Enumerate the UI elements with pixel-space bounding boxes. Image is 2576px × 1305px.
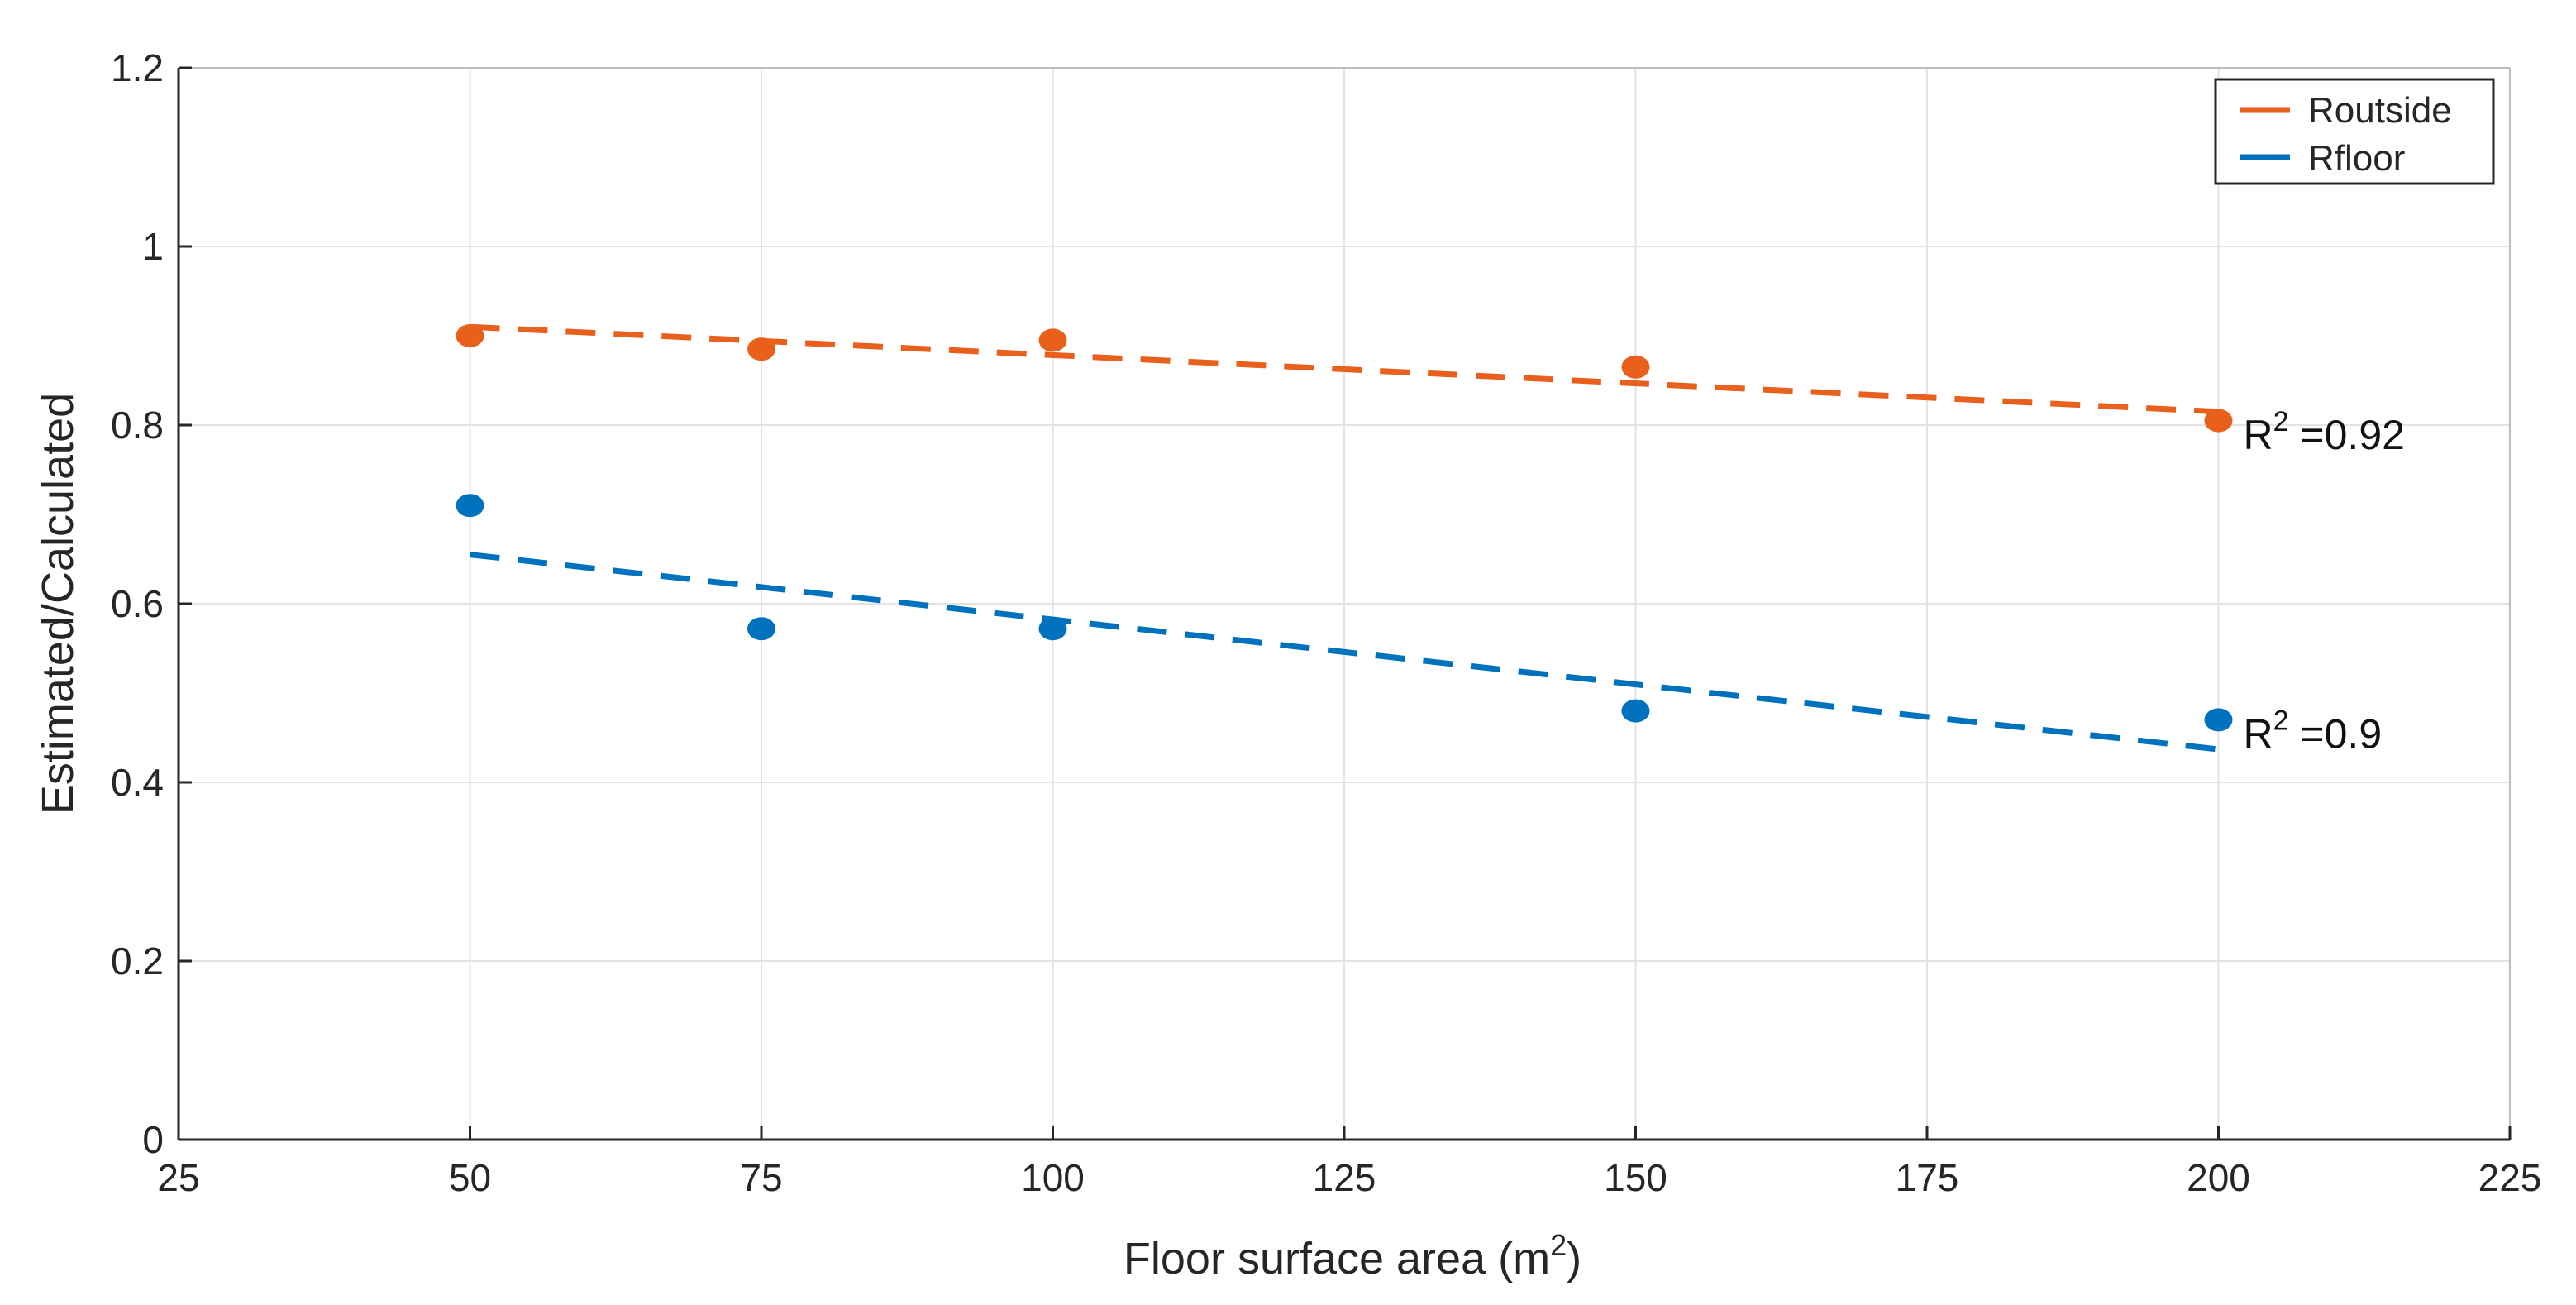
- data-point-routside: [1621, 355, 1650, 379]
- x-tick-label: 25: [157, 1156, 199, 1199]
- x-axis-label-superscript: 2: [1550, 1228, 1567, 1262]
- legend-label-rfloor: Rfloor: [2308, 138, 2405, 179]
- y-tick-label: 1.2: [111, 46, 164, 89]
- y-tick-label: 0.8: [111, 404, 164, 447]
- y-tick-label: 0: [142, 1118, 164, 1161]
- tick-labels: 25 50 75 100 125 150 175 200 225 0 0.2 0.4 0.6 0.8 1 1.…: [111, 46, 2541, 1199]
- x-axis-label-suffix: ): [1567, 1234, 1581, 1283]
- x-tick-label: 75: [740, 1156, 782, 1199]
- data-point-rfloor: [1621, 699, 1650, 723]
- r-squared-value: =0.9: [2289, 711, 2383, 758]
- x-tick-label: 100: [1021, 1156, 1085, 1199]
- y-tick-label: 0.4: [111, 761, 164, 804]
- trend-line-rfloor: [470, 552, 2219, 753]
- x-tick-label: 175: [1896, 1156, 1959, 1199]
- x-tick-label: 50: [449, 1156, 491, 1199]
- y-tick-label: 0.2: [111, 939, 164, 982]
- data-point-routside: [747, 337, 775, 361]
- r-squared-label-routside: R2 =0.92: [2244, 406, 2405, 458]
- data-point-rfloor: [456, 494, 484, 518]
- x-axis-label: Floor surface area (m2): [1123, 1228, 1581, 1283]
- y-tick-label: 0.6: [111, 582, 164, 625]
- axes: [177, 66, 2512, 1141]
- y-axis-label: Estimated/Calculated: [33, 393, 83, 815]
- data-point-rfloor: [747, 617, 775, 641]
- x-tick-label: 125: [1313, 1156, 1376, 1199]
- r-squared-label-rfloor: R2 =0.9: [2244, 705, 2383, 758]
- legend-label-routside: Routside: [2308, 90, 2452, 131]
- x-tick-label: 225: [2478, 1156, 2542, 1199]
- r-squared-superscript: 2: [2273, 406, 2289, 437]
- r-squared-value: =0.92: [2289, 412, 2405, 458]
- data-point-routside: [1038, 328, 1067, 352]
- data-points: [456, 324, 2233, 732]
- data-point-routside: [2204, 409, 2233, 433]
- data-point-rfloor: [1038, 617, 1067, 641]
- y-tick-label: 1: [142, 225, 164, 268]
- r-squared-prefix: R: [2244, 711, 2273, 758]
- data-point-routside: [456, 324, 484, 347]
- data-point-rfloor: [2204, 708, 2233, 732]
- legend-box: [2214, 78, 2495, 185]
- r-squared-prefix: R: [2244, 412, 2273, 458]
- x-tick-label: 200: [2187, 1156, 2250, 1199]
- x-tick-label: 150: [1604, 1156, 1667, 1199]
- grid: [179, 68, 2510, 1140]
- legend: Routside Rfloor: [2214, 78, 2495, 185]
- r-squared-superscript: 2: [2273, 705, 2289, 737]
